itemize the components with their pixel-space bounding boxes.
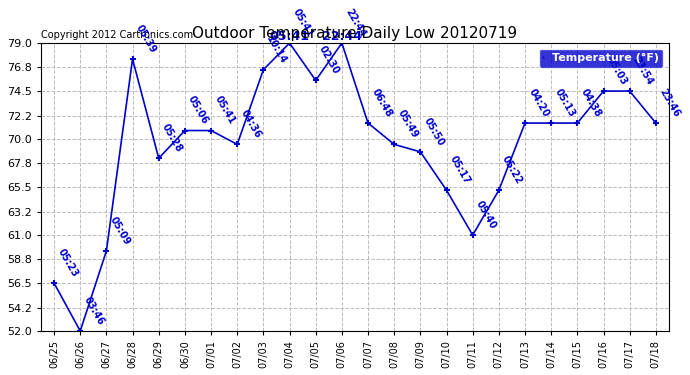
Text: 05:39: 05:39 (134, 23, 158, 55)
Text: 04:36: 04:36 (239, 108, 263, 140)
Text: 05:49: 05:49 (395, 108, 420, 140)
Text: 05:09: 05:09 (108, 215, 132, 247)
Title: Outdoor Temperature Daily Low 20120719: Outdoor Temperature Daily Low 20120719 (193, 26, 518, 40)
Text: 05:03: 05:03 (605, 55, 629, 87)
Text: 05:23: 05:23 (55, 247, 79, 279)
Text: 04:38: 04:38 (579, 87, 603, 119)
Text: 05:06: 05:06 (186, 94, 210, 126)
Text: 06:48: 06:48 (369, 87, 393, 119)
Text: 05:41: 05:41 (291, 7, 315, 39)
Text: 05:41: 05:41 (213, 94, 237, 126)
Text: 02:30: 02:30 (317, 44, 341, 76)
Legend: Temperature (°F): Temperature (°F) (539, 49, 663, 68)
Text: 22:44: 22:44 (343, 7, 367, 39)
Text: 10:14: 10:14 (265, 34, 289, 66)
Text: 03:46: 03:46 (81, 295, 106, 327)
Text: Copyright 2012 Cartronics.com: Copyright 2012 Cartronics.com (41, 30, 193, 40)
Text: 23:54: 23:54 (631, 55, 655, 87)
Text: 05:22: 05:22 (500, 154, 524, 186)
Text: 05:13: 05:13 (553, 87, 577, 119)
Text: 22:44: 22:44 (322, 30, 362, 43)
Text: 05:41: 05:41 (270, 30, 310, 43)
Text: 23:46: 23:46 (657, 87, 681, 119)
Text: 05:40: 05:40 (474, 199, 498, 231)
Text: 05:17: 05:17 (448, 154, 472, 186)
Text: 04:20: 04:20 (526, 87, 551, 119)
Text: 05:50: 05:50 (422, 116, 446, 148)
Text: 05:28: 05:28 (160, 122, 184, 154)
